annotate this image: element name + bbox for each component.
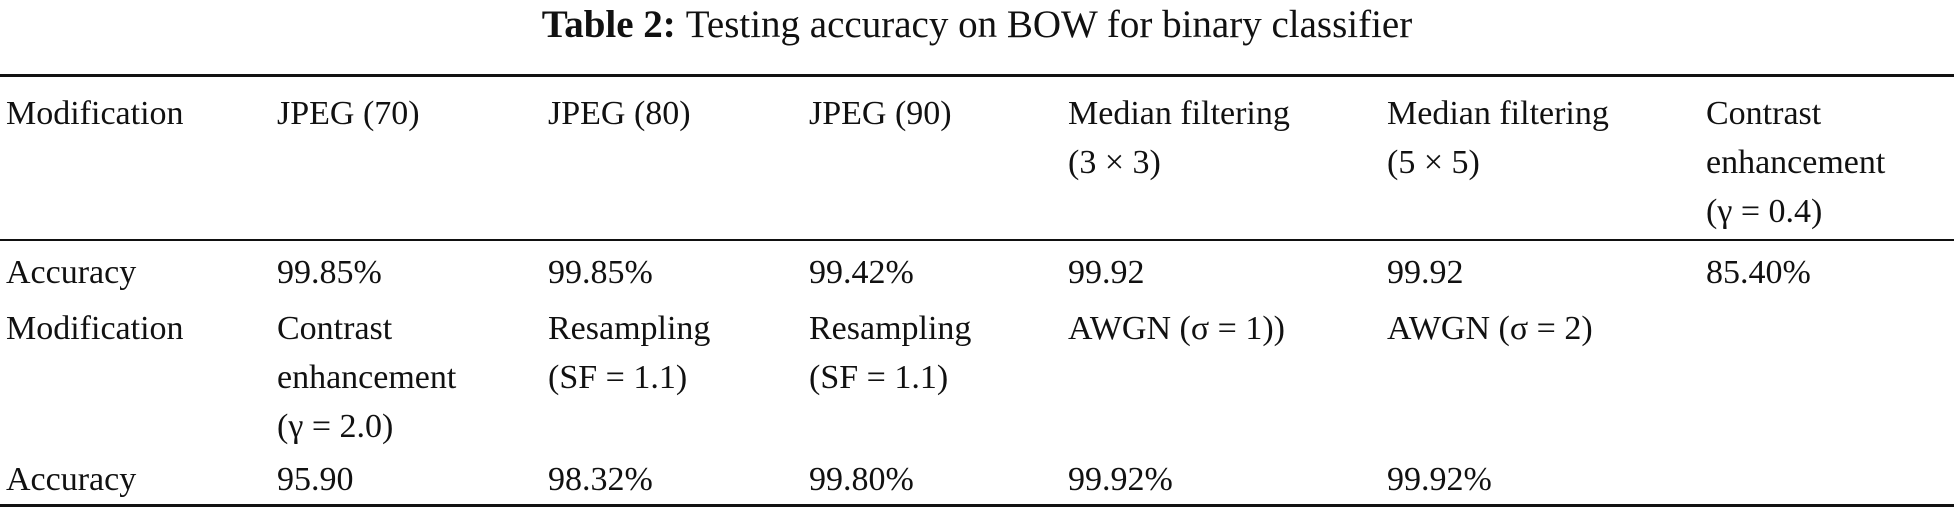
- table-cell: 99.92%: [1387, 461, 1492, 498]
- caption-text: Testing accuracy on BOW for binary class…: [685, 3, 1413, 46]
- table-cell: 99.92: [1387, 254, 1464, 291]
- results-table: Modification JPEG (70) JPEG (80) JPEG (90) M…: [0, 74, 1954, 507]
- caption-label: Table 2:: [541, 3, 676, 46]
- table-cell: 99.80%: [809, 461, 914, 498]
- table-cell: JPEG (90): [809, 95, 952, 132]
- table-cell: 85.40%: [1706, 254, 1811, 291]
- table-cell: 99.85%: [277, 254, 382, 291]
- table-row: Modification Contrast enhancement (γ = 2.…: [0, 297, 1954, 451]
- table-cell: 95.90: [277, 461, 354, 498]
- table-cell: JPEG (70): [277, 95, 420, 132]
- table-cell: JPEG (80): [548, 95, 691, 132]
- table-cell: AWGN (σ = 1)): [1068, 310, 1285, 347]
- table-cell: Contrast enhancement (γ = 2.0): [277, 310, 457, 445]
- table-cell: AWGN (σ = 2): [1387, 310, 1593, 347]
- table-cell: 99.92%: [1068, 461, 1173, 498]
- table-row: Accuracy 95.90 98.32% 99.80% 99.92% 99.92%: [0, 451, 1954, 506]
- table-cell: Modification: [6, 310, 184, 347]
- table-caption: Table 2: Testing accuracy on BOW for bina…: [0, 0, 1954, 50]
- table-cell: 99.85%: [548, 254, 653, 291]
- table-cell: Accuracy: [6, 254, 137, 291]
- table-row: Modification JPEG (70) JPEG (80) JPEG (90) M…: [0, 76, 1954, 240]
- table-cell: [1700, 451, 1954, 506]
- table-cell: Modification: [6, 95, 184, 132]
- table-cell: Median filtering (5 × 5): [1387, 95, 1609, 181]
- table-row: Accuracy 99.85% 99.85% 99.42% 99.92 99.92 85.4…: [0, 240, 1954, 297]
- table-cell: 98.32%: [548, 461, 653, 498]
- table-cell: 99.42%: [809, 254, 914, 291]
- table-cell: Resampling (SF = 1.1): [809, 310, 972, 396]
- table-cell: Median filtering (3 × 3): [1068, 95, 1290, 181]
- table-cell: Accuracy: [6, 461, 137, 498]
- table-cell: Resampling (SF = 1.1): [548, 310, 711, 396]
- table-cell: 99.92: [1068, 254, 1145, 291]
- table-cell: [1700, 297, 1954, 451]
- table-cell: Contrast enhancement (γ = 0.4): [1706, 95, 1886, 230]
